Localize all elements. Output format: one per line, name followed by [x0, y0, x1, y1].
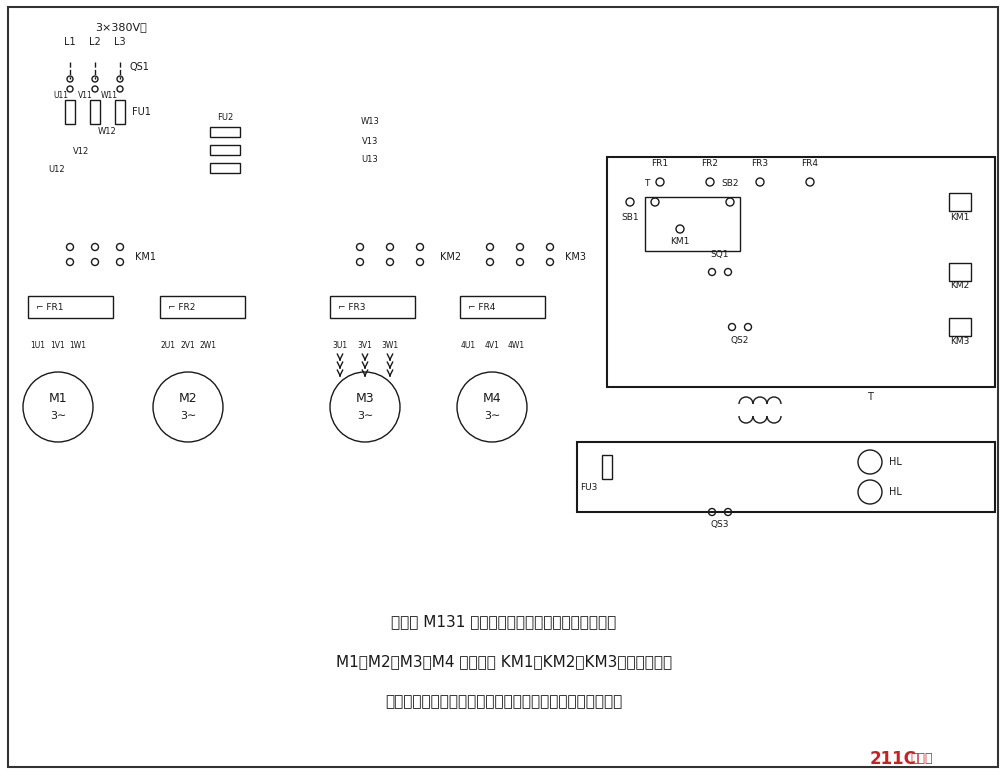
Text: 3U1: 3U1: [333, 340, 348, 350]
Text: FR3: FR3: [751, 159, 768, 169]
Bar: [330, 296, 415, 318]
Text: 3×380V～: 3×380V～: [95, 22, 147, 32]
Text: 3V1: 3V1: [358, 340, 372, 350]
Text: 1V1: 1V1: [50, 340, 66, 350]
Text: 4W1: 4W1: [507, 340, 524, 350]
Text: QS2: QS2: [731, 336, 749, 344]
Text: 1U1: 1U1: [30, 340, 45, 350]
Text: 3∼: 3∼: [484, 411, 500, 421]
Bar: [949, 193, 971, 211]
Text: 2U1: 2U1: [160, 340, 175, 350]
Text: L2: L2: [89, 37, 101, 47]
Bar: [90, 100, 100, 124]
Text: L3: L3: [114, 37, 126, 47]
Bar: [607, 157, 995, 387]
Text: W12: W12: [98, 127, 117, 137]
Text: KM2: KM2: [440, 252, 461, 262]
Text: U13: U13: [362, 155, 378, 163]
Text: KM2: KM2: [951, 281, 970, 291]
Text: 3∼: 3∼: [49, 411, 67, 421]
Text: 3W1: 3W1: [381, 340, 398, 350]
Text: KM3: KM3: [565, 252, 586, 262]
Text: FR2: FR2: [702, 159, 719, 169]
Text: FU3: FU3: [581, 483, 598, 492]
Text: 所示为 M131 型外圆磨床电气原理图，四台电动机: 所示为 M131 型外圆磨床电气原理图，四台电动机: [391, 615, 617, 629]
Text: 4U1: 4U1: [461, 340, 476, 350]
Text: FR4: FR4: [801, 159, 818, 169]
Text: 2W1: 2W1: [200, 340, 217, 350]
Bar: [160, 296, 245, 318]
Bar: [210, 145, 240, 155]
Text: U11: U11: [53, 92, 68, 100]
Text: U12: U12: [48, 166, 65, 175]
Bar: [577, 442, 995, 512]
Text: W13: W13: [361, 117, 379, 127]
Text: KM1: KM1: [135, 252, 156, 262]
Text: HL: HL: [889, 457, 901, 467]
Text: T: T: [644, 179, 650, 189]
Text: ⌐ FR2: ⌐ FR2: [168, 302, 196, 312]
Text: SQ1: SQ1: [711, 249, 729, 259]
Text: FR1: FR1: [651, 159, 668, 169]
Text: KM1: KM1: [951, 212, 970, 221]
Text: M1、M2、M3、M4 由接触器 KM1、KM2、KM3控制。每台电: M1、M2、M3、M4 由接触器 KM1、KM2、KM3控制。每台电: [336, 654, 672, 670]
Text: M4: M4: [483, 392, 501, 406]
Text: SB2: SB2: [722, 179, 739, 189]
Text: M1: M1: [48, 392, 68, 406]
Text: M2: M2: [178, 392, 198, 406]
Text: KM1: KM1: [670, 236, 689, 246]
Text: SB1: SB1: [621, 212, 639, 221]
Text: KM3: KM3: [951, 336, 970, 346]
Text: QS1: QS1: [130, 62, 150, 72]
Text: L1: L1: [65, 37, 76, 47]
Bar: [115, 100, 125, 124]
Text: M3: M3: [356, 392, 374, 406]
Text: ⌐ FR1: ⌐ FR1: [36, 302, 64, 312]
Bar: [28, 296, 113, 318]
Text: ⌐ FR3: ⌐ FR3: [339, 302, 366, 312]
Text: 4V1: 4V1: [485, 340, 499, 350]
Text: V12: V12: [73, 148, 90, 156]
Text: QS3: QS3: [711, 520, 729, 528]
Bar: [210, 163, 240, 173]
Text: V13: V13: [362, 137, 378, 145]
Bar: [645, 197, 740, 251]
Bar: [460, 296, 545, 318]
Text: T: T: [867, 392, 873, 402]
Text: FU1: FU1: [132, 107, 151, 117]
Bar: [210, 127, 240, 137]
Bar: [65, 100, 75, 124]
Bar: [949, 318, 971, 336]
Text: W11: W11: [101, 92, 118, 100]
Bar: [949, 263, 971, 281]
Text: 机均有热继电器进行过载保护，并且有熔断器作短路保护。: 机均有热继电器进行过载保护，并且有熔断器作短路保护。: [385, 695, 623, 709]
Text: 3∼: 3∼: [357, 411, 373, 421]
Text: 电子网: 电子网: [910, 752, 932, 765]
Text: ⌐ FR4: ⌐ FR4: [469, 302, 496, 312]
Text: 1W1: 1W1: [70, 340, 87, 350]
Text: 2V1: 2V1: [180, 340, 196, 350]
Text: FU2: FU2: [217, 113, 233, 123]
Text: HL: HL: [889, 487, 901, 497]
Text: 3∼: 3∼: [179, 411, 197, 421]
Text: V11: V11: [79, 92, 93, 100]
Text: 211C: 211C: [870, 750, 917, 768]
Bar: [602, 455, 612, 479]
